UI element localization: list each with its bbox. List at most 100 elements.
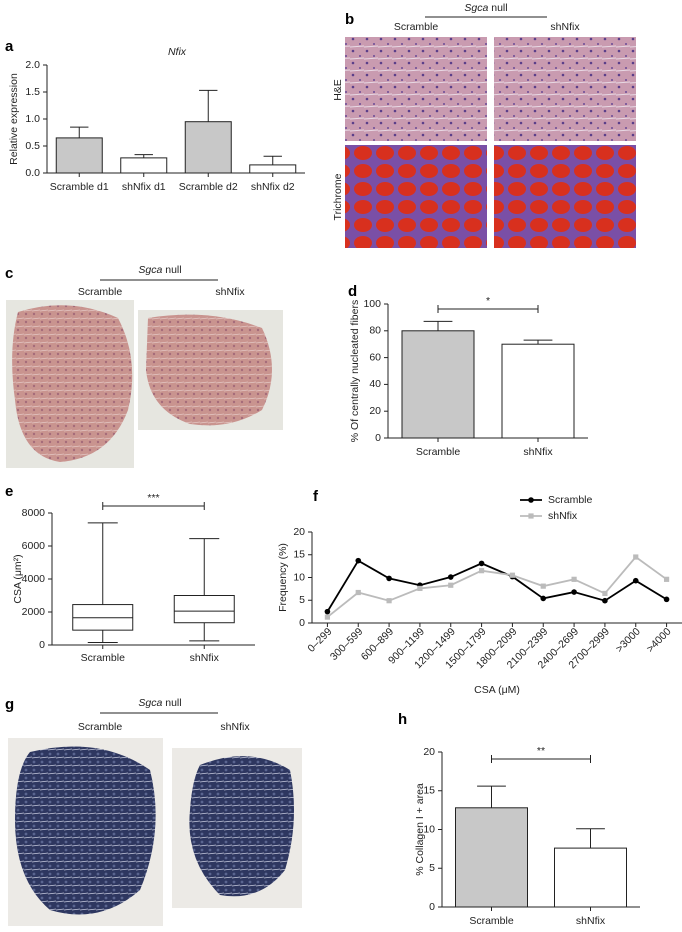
row-label: H&E (332, 79, 344, 101)
marker (571, 576, 577, 582)
column-label: shNfix (215, 286, 245, 298)
y-tick-label: 2.0 (25, 59, 40, 71)
y-axis-label: Relative expression (8, 73, 20, 165)
y-tick-label: 20 (293, 526, 305, 538)
bar (249, 164, 297, 174)
y-tick-label: 5 (429, 862, 435, 874)
marker (386, 598, 392, 604)
y-tick-label: 0 (375, 432, 381, 444)
marker (478, 568, 485, 574)
header-suffix: null (491, 2, 507, 14)
tissue-section (12, 305, 133, 462)
y-tick-label: 60 (369, 351, 381, 363)
x-tick-label: 300–599 (328, 625, 366, 663)
gene: Sgca (464, 2, 488, 14)
header-suffix: null (165, 697, 181, 709)
marker (324, 608, 331, 615)
line (326, 555, 668, 618)
marker (663, 576, 670, 582)
x-tick-label: 0–299 (305, 625, 334, 654)
y-tick-label: 5 (299, 594, 305, 606)
column-label: Scramble (78, 286, 123, 298)
y-tick-label: 1.5 (25, 86, 40, 98)
marker (602, 597, 608, 604)
marker (509, 572, 516, 578)
panel-letter: e (5, 483, 13, 500)
y-tick-label: 10 (423, 823, 435, 835)
significance-label: *** (147, 492, 159, 504)
y-tick-label: 20 (423, 746, 435, 758)
x-tick-label: shNfix (576, 915, 606, 927)
bar (501, 343, 575, 439)
micrograph (494, 145, 636, 248)
significance-label: ** (537, 745, 545, 757)
x-tick-label: Scramble d2 (179, 181, 238, 193)
y-tick-label: 40 (369, 378, 381, 390)
x-tick-label: >4000 (644, 625, 673, 654)
panel-letter: a (5, 38, 14, 55)
y-tick-label: 10 (293, 571, 305, 583)
gene: Sgca (138, 264, 162, 276)
marker (540, 595, 547, 602)
column-label: Scramble (394, 21, 439, 33)
legend-marker (528, 497, 534, 503)
x-tick-label: shNfix d1 (122, 181, 166, 193)
panel-letter: f (313, 488, 319, 505)
x-tick-label: Scramble (81, 652, 126, 664)
y-tick-label: 15 (293, 549, 305, 561)
y-tick-label: 6000 (22, 540, 46, 552)
y-tick-label: 100 (363, 298, 381, 310)
tissue-section (146, 314, 272, 426)
marker (386, 575, 392, 582)
y-tick-label: 1.0 (25, 113, 40, 125)
x-tick-label: >3000 (613, 625, 642, 654)
bar (554, 847, 627, 908)
marker (633, 554, 639, 560)
marker (355, 557, 362, 564)
x-tick-label: shNfix (523, 446, 553, 458)
y-tick-label: 2000 (22, 606, 46, 618)
panel-letter: h (398, 711, 407, 728)
panel-header: Sgca null (464, 2, 507, 14)
y-axis-label: CSA (μm²) (12, 554, 24, 603)
chart-title: Nfix (168, 46, 187, 58)
x-tick-label: shNfix d2 (251, 181, 295, 193)
marker (355, 589, 361, 596)
panel-letter: d (348, 283, 357, 300)
header-suffix: null (165, 264, 181, 276)
panel-letter: c (5, 265, 13, 282)
x-tick-label: Scramble (469, 915, 514, 927)
micrograph (494, 37, 636, 141)
column-label: Scramble (78, 721, 123, 733)
y-tick-label: 15 (423, 785, 435, 797)
y-tick-label: 20 (369, 405, 381, 417)
marker (478, 560, 485, 567)
y-tick-label: 0 (299, 617, 305, 629)
gene: Sgca (138, 697, 162, 709)
y-tick-label: 0 (429, 901, 435, 913)
x-axis-label: CSA (μM) (474, 684, 520, 696)
tissue-section (15, 746, 156, 915)
marker (602, 590, 608, 597)
panel-letter: g (5, 696, 14, 713)
tissue-section (189, 756, 294, 897)
significance-label: * (486, 295, 490, 307)
x-tick-label: shNfix (190, 652, 220, 664)
micrograph (345, 37, 487, 141)
marker (447, 574, 454, 580)
panel-header: Sgca null (138, 264, 181, 276)
y-tick-label: 0 (39, 639, 45, 651)
marker (324, 614, 331, 620)
marker (663, 596, 670, 603)
bar (120, 157, 168, 174)
y-tick-label: 4000 (22, 573, 46, 585)
panel-header: Sgca null (138, 697, 181, 709)
marker (417, 585, 423, 592)
legend-label: shNfix (548, 510, 578, 522)
box (173, 595, 235, 624)
x-tick-label: Scramble d1 (50, 181, 109, 193)
bar (184, 121, 232, 174)
legend-label: Scramble (548, 494, 593, 506)
